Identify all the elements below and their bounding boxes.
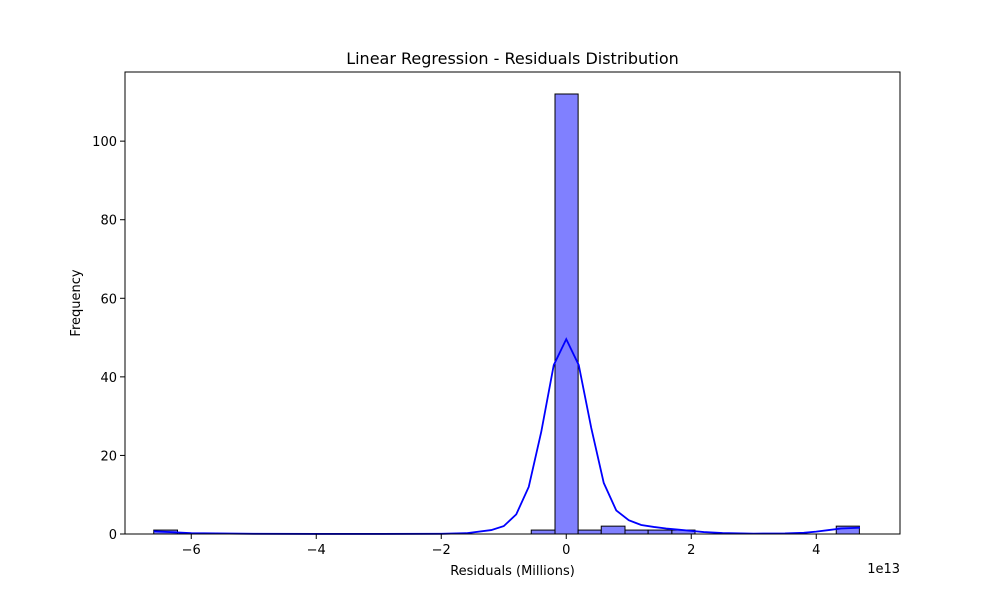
y-tick-label: 0	[109, 528, 117, 543]
histogram-bar	[554, 93, 579, 535]
x-tick-label: −6	[182, 543, 201, 558]
x-tick-label: 2	[687, 543, 695, 558]
histogram-bar	[530, 529, 556, 535]
histogram-bars	[153, 93, 860, 535]
x-axis-ticks: −6 −4 −2 0 2 4	[182, 534, 820, 558]
x-tick-label: 4	[812, 543, 820, 558]
y-axis-ticks: 0 20 40 60 80 100	[92, 135, 125, 543]
histogram-bar	[647, 529, 673, 535]
y-tick-label: 80	[100, 214, 117, 229]
kde-curve	[153, 337, 861, 535]
x-axis-offset-label: 1e13	[867, 562, 900, 577]
x-tick-label: 0	[562, 543, 570, 558]
x-tick-label: −4	[307, 543, 326, 558]
y-tick-label: 100	[92, 135, 117, 150]
x-tick-label: −2	[432, 543, 451, 558]
histogram-bar	[600, 525, 626, 535]
y-tick-label: 40	[100, 371, 117, 386]
y-tick-label: 20	[100, 449, 117, 464]
chart-title: Linear Regression - Residuals Distributi…	[346, 49, 679, 68]
y-tick-label: 60	[100, 292, 117, 307]
histogram-bar	[577, 529, 602, 535]
plot-frame	[124, 71, 901, 535]
histogram-bar	[624, 529, 649, 535]
x-axis-label: Residuals (Millions)	[450, 564, 575, 579]
y-axis-label: Frequency	[69, 269, 84, 336]
